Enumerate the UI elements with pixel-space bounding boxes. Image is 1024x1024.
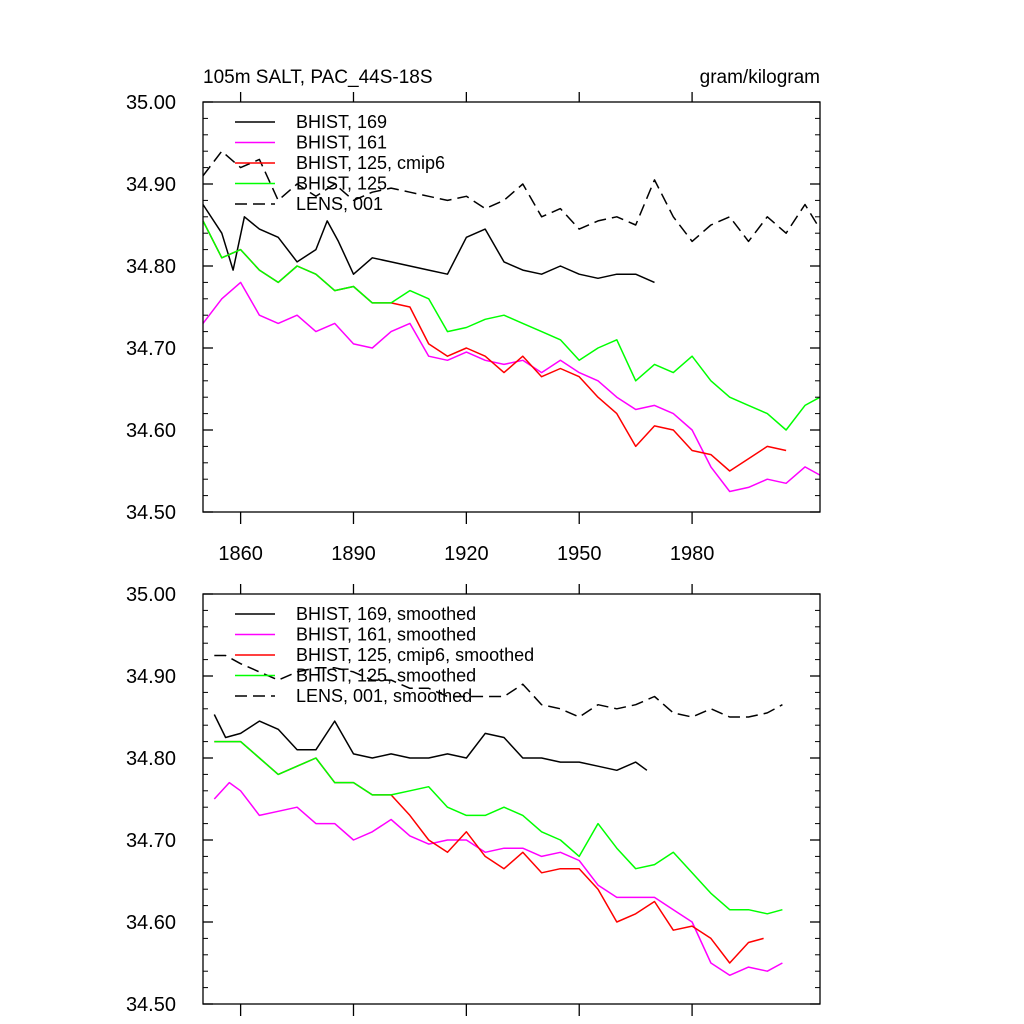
x-tick-label: 1950 <box>557 543 602 565</box>
x-tick-label: 1860 <box>218 543 263 565</box>
y-tick-label: 34.60 <box>126 420 176 442</box>
legend-label-3: BHIST, 125, cmip6 <box>296 153 445 173</box>
tick-layer: 34.50 34.60 34.70 34.80 34.90 35.00 1860 1890 19… <box>126 92 820 565</box>
series-layer <box>202 150 821 493</box>
y-tick-label: 34.80 <box>126 256 176 278</box>
legend-label-4: BHIST, 125 <box>296 174 387 194</box>
series-line-1 <box>202 204 655 284</box>
y-tick-label: 34.80 <box>126 748 176 770</box>
plot-frame <box>202 593 821 1005</box>
legend-label-5: LENS, 001, smoothed <box>296 686 472 706</box>
legend-label-1: BHIST, 169 <box>296 112 387 132</box>
series-line-1 <box>213 714 648 772</box>
top-panel: 105m SALT, PAC_44S-18S gram/kilogram 34.… <box>126 67 821 565</box>
chart-title: 105m SALT, PAC_44S-18S <box>203 67 433 88</box>
plot-frame <box>202 101 821 513</box>
series-line-3 <box>214 740 764 964</box>
legend-label-2: BHIST, 161 <box>296 133 387 153</box>
legend-label-3: BHIST, 125, cmip6, smoothed <box>296 645 534 665</box>
y-tick-label: 34.70 <box>126 830 176 852</box>
series-line-2 <box>202 281 821 493</box>
y-tick-label: 35.00 <box>126 584 176 606</box>
legend-label-1: BHIST, 169, smoothed <box>296 604 476 624</box>
units-label: gram/kilogram <box>700 67 820 88</box>
x-tick-label: 1980 <box>670 543 715 565</box>
series-line-5 <box>214 654 783 718</box>
series-line-3 <box>202 220 787 472</box>
x-tick-label: 1890 <box>331 543 376 565</box>
y-tick-label: 34.90 <box>126 666 176 688</box>
legend-label-4: BHIST, 125, smoothed <box>296 666 476 686</box>
series-line-4 <box>202 220 821 431</box>
bottom-panel: 34.50 34.60 34.70 34.80 34.90 35.00 BHIST, 16… <box>126 584 821 1016</box>
x-tick-label: 1920 <box>444 543 489 565</box>
y-tick-label: 34.50 <box>126 502 176 524</box>
y-tick-label: 34.70 <box>126 338 176 360</box>
series-line-5 <box>202 150 821 243</box>
y-tick-label: 34.60 <box>126 912 176 934</box>
y-tick-label: 35.00 <box>126 92 176 114</box>
legend-label-2: BHIST, 161, smoothed <box>296 625 476 645</box>
legend-label-5: LENS, 001 <box>296 194 383 214</box>
y-tick-label: 34.90 <box>126 174 176 196</box>
series-layer <box>213 654 783 977</box>
series-line-4 <box>214 740 783 915</box>
series-line-2 <box>213 781 783 977</box>
y-tick-label: 34.50 <box>126 994 176 1016</box>
